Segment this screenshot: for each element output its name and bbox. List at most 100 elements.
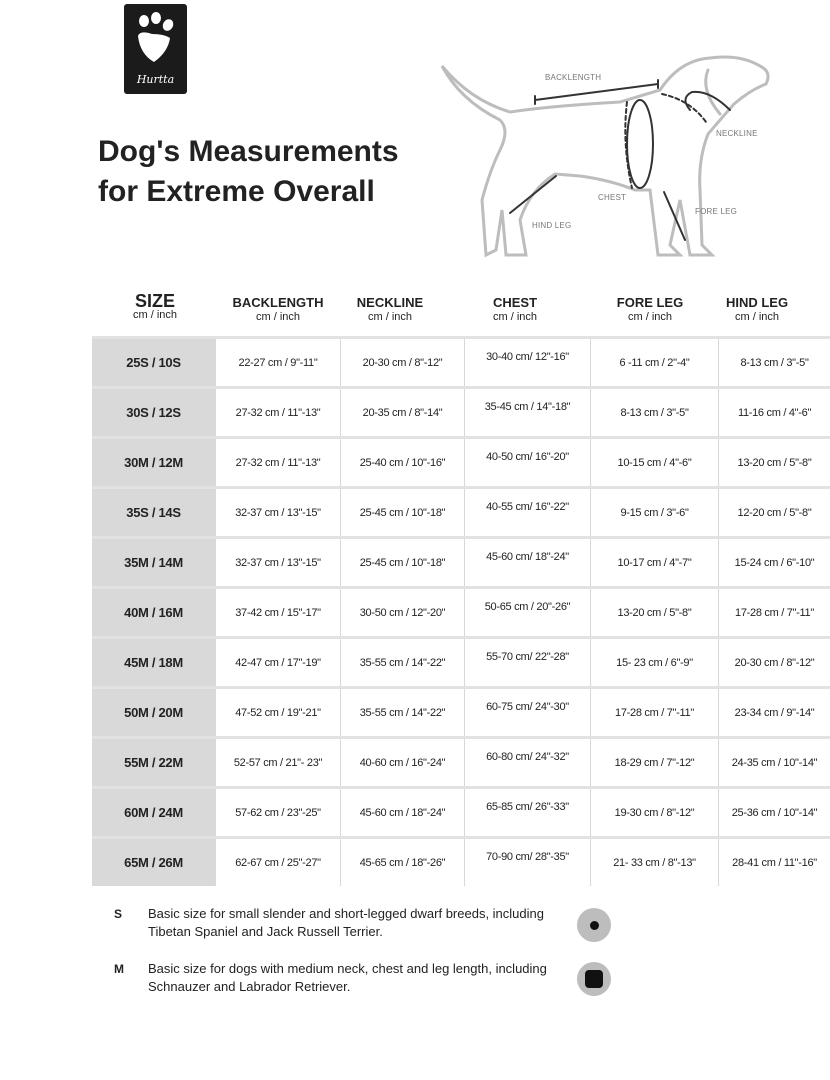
cell-size: 55M / 22M <box>92 739 215 786</box>
header-chest: CHEST cm / inch <box>492 295 538 324</box>
cell-chest: 30-40 cm/ 12"-16" <box>464 339 590 386</box>
paw-icon <box>138 12 174 62</box>
label-hind-leg: HIND LEG <box>532 221 572 230</box>
cell-neckline: 45-60 cm / 18"-24" <box>340 789 464 836</box>
cell-fore-leg: 17-28 cm / 7"-11" <box>590 689 718 736</box>
cell-size: 35S / 14S <box>92 489 215 536</box>
label-chest: CHEST <box>598 193 627 202</box>
cell-hind-leg: 17-28 cm / 7"-11" <box>718 589 830 636</box>
table-row: 65M / 26M 62-67 cm / 25"-27" 45-65 cm / 18… <box>92 836 830 886</box>
table-row: 40M / 16M 37-42 cm / 15"-17" 30-50 cm / 12… <box>92 586 830 636</box>
cell-hind-leg: 23-34 cm / 9"-14" <box>718 689 830 736</box>
label-fore-leg: FORE LEG <box>695 207 738 216</box>
cell-hind-leg: 20-30 cm / 8"-12" <box>718 639 830 686</box>
cell-backlength: 37-42 cm / 15"-17" <box>215 589 340 636</box>
cell-size: 50M / 20M <box>92 689 215 736</box>
note-text: Basic size for small slender and short-l… <box>148 906 544 939</box>
cell-backlength: 27-32 cm / 11"-13" <box>215 389 340 436</box>
cell-fore-leg: 6 -11 cm / 2"-4" <box>590 339 718 386</box>
cell-size: 30S / 12S <box>92 389 215 436</box>
header-hind-leg: HIND LEG cm / inch <box>725 295 789 324</box>
table-row: 25S / 10S 22-27 cm / 9"-11" 20-30 cm / 8"-… <box>92 336 830 386</box>
cell-backlength: 62-67 cm / 25"-27" <box>215 839 340 886</box>
cell-hind-leg: 24-35 cm / 10"-14" <box>718 739 830 786</box>
note-key: S <box>114 907 123 921</box>
cell-neckline: 25-40 cm / 10"-16" <box>340 439 464 486</box>
cell-neckline: 30-50 cm / 12"-20" <box>340 589 464 636</box>
cell-neckline: 25-45 cm / 10"-18" <box>340 489 464 536</box>
cell-neckline: 45-65 cm / 18"-26" <box>340 839 464 886</box>
cell-backlength: 22-27 cm / 9"-11" <box>215 339 340 386</box>
cell-backlength: 32-37 cm / 13"-15" <box>215 539 340 586</box>
cell-neckline: 35-55 cm / 14"-22" <box>340 689 464 736</box>
table-row: 30M / 12M 27-32 cm / 11"-13" 25-40 cm / 10… <box>92 436 830 486</box>
cell-fore-leg: 10-17 cm / 4"-7" <box>590 539 718 586</box>
note-key: M <box>114 962 124 976</box>
table-row: 60M / 24M 57-62 cm / 23"-25" 45-60 cm / 18… <box>92 786 830 836</box>
cell-backlength: 57-62 cm / 23"-25" <box>215 789 340 836</box>
cell-size: 40M / 16M <box>92 589 215 636</box>
cell-chest: 60-75 cm/ 24"-30" <box>464 689 590 736</box>
cell-neckline: 40-60 cm / 16"-24" <box>340 739 464 786</box>
table-row: 45M / 18M 42-47 cm / 17"-19" 35-55 cm / 14… <box>92 636 830 686</box>
cell-fore-leg: 13-20 cm / 5"-8" <box>590 589 718 636</box>
cell-hind-leg: 13-20 cm / 5"-8" <box>718 439 830 486</box>
title-line-2: for Extreme Overall <box>98 175 375 208</box>
cell-chest: 60-80 cm/ 24"-32" <box>464 739 590 786</box>
dog-diagram <box>440 55 770 258</box>
title-line-1: Dog's Measurements <box>98 135 399 168</box>
cell-neckline: 20-30 cm / 8"-12" <box>340 339 464 386</box>
cell-chest: 40-50 cm/ 16"-20" <box>464 439 590 486</box>
cell-fore-leg: 21- 33 cm / 8"-13" <box>590 839 718 886</box>
cell-fore-leg: 18-29 cm / 7"-12" <box>590 739 718 786</box>
cell-size: 30M / 12M <box>92 439 215 486</box>
cell-backlength: 42-47 cm / 17"-19" <box>215 639 340 686</box>
small-dot-icon <box>577 908 611 942</box>
table-row: 35S / 14S 32-37 cm / 13"-15" 25-45 cm / 10… <box>92 486 830 536</box>
cell-chest: 40-55 cm/ 16"-22" <box>464 489 590 536</box>
logo-text: Hurtta <box>136 73 175 86</box>
table-row: 55M / 22M 52-57 cm / 21"- 23" 40-60 cm / 1… <box>92 736 830 786</box>
cell-fore-leg: 9-15 cm / 3"-6" <box>590 489 718 536</box>
cell-hind-leg: 12-20 cm / 5"-8" <box>718 489 830 536</box>
cell-chest: 70-90 cm/ 28"-35" <box>464 839 590 886</box>
table-row: 30S / 12S 27-32 cm / 11"-13" 20-35 cm / 8"… <box>92 386 830 436</box>
label-backlength: BACKLENGTH <box>545 73 602 82</box>
cell-backlength: 32-37 cm / 13"-15" <box>215 489 340 536</box>
cell-hind-leg: 15-24 cm / 6"-10" <box>718 539 830 586</box>
cell-hind-leg: 28-41 cm / 11"-16" <box>718 839 830 886</box>
header-fore-leg: FORE LEG cm / inch <box>616 295 684 324</box>
cell-size: 45M / 18M <box>92 639 215 686</box>
cell-hind-leg: 11-16 cm / 4"-6" <box>718 389 830 436</box>
cell-backlength: 27-32 cm / 11"-13" <box>215 439 340 486</box>
medium-square-icon <box>577 962 611 996</box>
cell-chest: 35-45 cm / 14"-18" <box>464 389 590 436</box>
cell-hind-leg: 8-13 cm / 3"-5" <box>718 339 830 386</box>
cell-chest: 50-65 cm / 20"-26" <box>464 589 590 636</box>
cell-fore-leg: 8-13 cm / 3"-5" <box>590 389 718 436</box>
page-title: Dog's Measurements for Extreme Overall <box>98 132 399 212</box>
cell-backlength: 47-52 cm / 19"-21" <box>215 689 340 736</box>
cell-size: 25S / 10S <box>92 339 215 386</box>
table-row: 35M / 14M 32-37 cm / 13"-15" 25-45 cm / 10… <box>92 536 830 586</box>
size-table: 25S / 10S 22-27 cm / 9"-11" 20-30 cm / 8"-… <box>92 336 830 886</box>
header-size: SIZE cm / inch <box>132 291 177 321</box>
cell-fore-leg: 15- 23 cm / 6"-9" <box>590 639 718 686</box>
hurtta-logo: Hurtta <box>124 4 187 94</box>
header-neckline: NECKLINE cm / inch <box>356 295 424 324</box>
cell-backlength: 52-57 cm / 21"- 23" <box>215 739 340 786</box>
note-text: Basic size for dogs with medium neck, ch… <box>148 961 547 994</box>
cell-neckline: 25-45 cm / 10"-18" <box>340 539 464 586</box>
cell-fore-leg: 10-15 cm / 4"-6" <box>590 439 718 486</box>
cell-fore-leg: 19-30 cm / 8"-12" <box>590 789 718 836</box>
cell-hind-leg: 25-36 cm / 10"-14" <box>718 789 830 836</box>
cell-chest: 65-85 cm/ 26"-33" <box>464 789 590 836</box>
cell-size: 35M / 14M <box>92 539 215 586</box>
header-backlength: BACKLENGTH cm / inch <box>232 295 324 324</box>
label-neckline: NECKLINE <box>716 129 758 138</box>
cell-neckline: 20-35 cm / 8"-14" <box>340 389 464 436</box>
cell-chest: 55-70 cm/ 22"-28" <box>464 639 590 686</box>
cell-neckline: 35-55 cm / 14"-22" <box>340 639 464 686</box>
cell-chest: 45-60 cm/ 18"-24" <box>464 539 590 586</box>
cell-size: 60M / 24M <box>92 789 215 836</box>
